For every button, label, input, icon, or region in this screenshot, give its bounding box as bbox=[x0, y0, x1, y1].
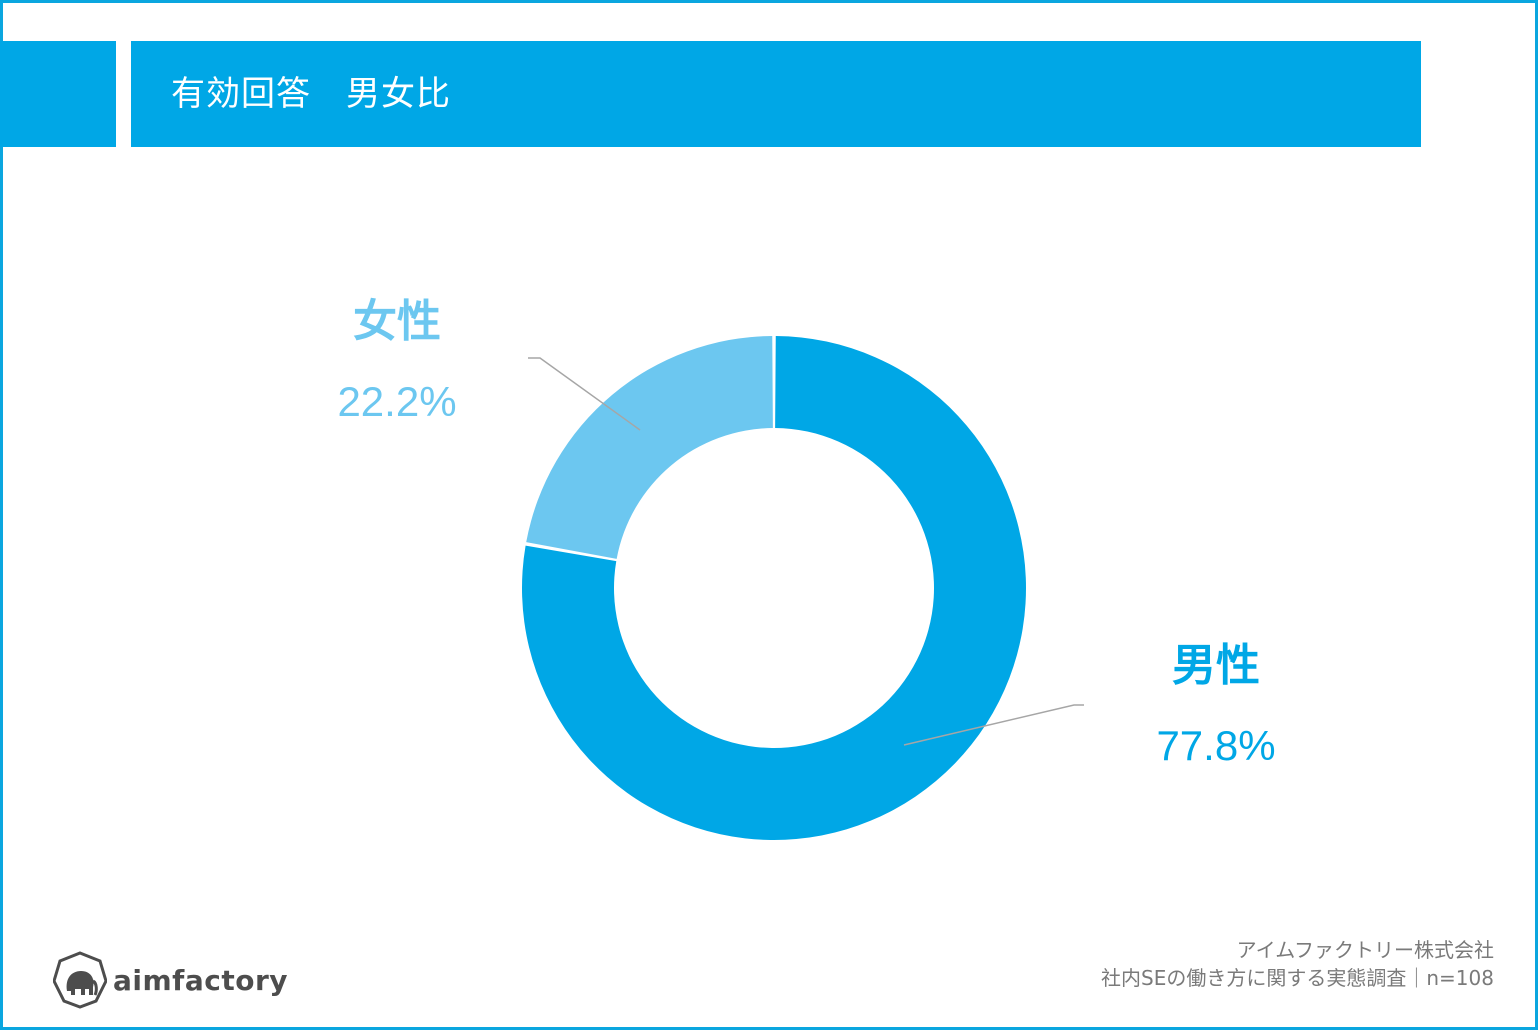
header-bar: 有効回答 男女比 bbox=[131, 41, 1421, 147]
leader-line-female bbox=[528, 357, 641, 431]
footer-survey: 社内SEの働き方に関する実態調査｜n=108 bbox=[1101, 966, 1494, 990]
company-logo: aimfactory bbox=[53, 950, 288, 1010]
slice-label-female: 女性 bbox=[353, 296, 441, 347]
slice-value-female: 22.2% bbox=[337, 378, 456, 425]
footer-credit: アイムファクトリー株式会社 社内SEの働き方に関する実態調査｜n=108 bbox=[1101, 936, 1494, 992]
header-accent-block bbox=[0, 41, 116, 147]
donut-slice-male bbox=[521, 336, 1026, 840]
donut-slice-female bbox=[526, 336, 773, 559]
slice-value-male: 77.8% bbox=[1156, 722, 1275, 769]
slice-label-male: 男性 bbox=[1172, 640, 1260, 691]
leader-line-male bbox=[903, 704, 1084, 746]
elephant-icon bbox=[53, 951, 107, 1009]
logo-text: aimfactory bbox=[113, 963, 289, 997]
page-title: 有効回答 男女比 bbox=[171, 74, 451, 114]
footer-company: アイムファクトリー株式会社 bbox=[1236, 938, 1494, 962]
